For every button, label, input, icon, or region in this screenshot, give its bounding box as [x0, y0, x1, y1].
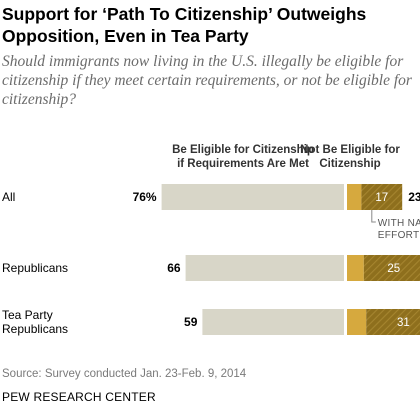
chart-title: Support for ‘Path To Citizenship’ Outwei…	[2, 4, 367, 46]
source-note: Source: Survey conducted Jan. 23-Feb. 9,…	[2, 368, 247, 380]
value-label-not-eligible: 23%	[408, 190, 420, 204]
value-label-eligible: 59	[184, 315, 198, 329]
bar-deport	[361, 184, 403, 210]
value-label-deport: 25	[387, 263, 400, 275]
value-label-deport: 31	[397, 317, 410, 329]
header-eligible: Be Eligible for Citizenship if Requiremen…	[172, 144, 314, 170]
value-label-eligible: 66	[167, 261, 181, 275]
bar-eligible	[185, 255, 344, 281]
chart-subtitle: Should immigrants now living in the U.S.…	[2, 53, 412, 108]
bar-deport	[363, 255, 420, 281]
bar-not-eligible	[347, 309, 367, 335]
category-label: Republicans	[2, 261, 68, 275]
annotation-leader-line	[371, 210, 376, 223]
value-label-deport: 17	[375, 192, 388, 204]
bar-not-eligible	[347, 255, 364, 281]
category-label: All	[2, 190, 15, 204]
organization-name: PEW RESEARCH CENTER	[2, 390, 156, 404]
category-label: Tea Party Republicans	[2, 308, 68, 336]
bar-eligible	[161, 184, 344, 210]
header-not-eligible: Not Be Eligible for Citizenship	[300, 144, 400, 170]
bar-eligible	[202, 309, 344, 335]
value-label-eligible: 76%	[133, 190, 157, 204]
bar-deport	[366, 309, 420, 335]
bar-not-eligible	[347, 184, 362, 210]
annotation-deport: WITH NATIONALEFFORT TO DEPORT	[378, 218, 420, 241]
